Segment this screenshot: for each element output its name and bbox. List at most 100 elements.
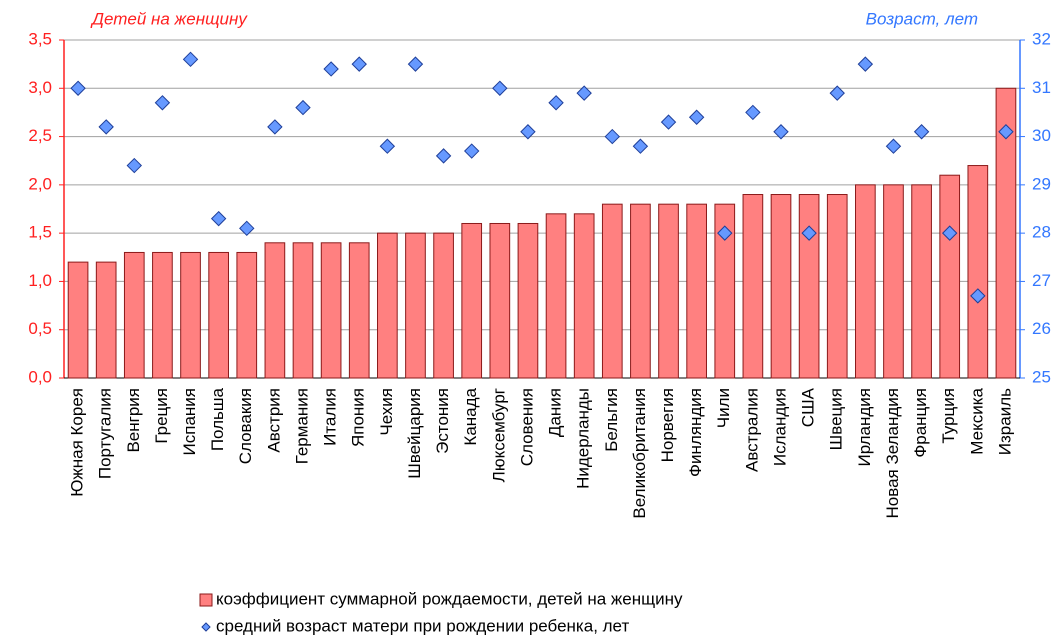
marker: [970, 288, 986, 304]
x-tick-label: Франция: [911, 388, 930, 458]
x-tick-label: Польша: [208, 387, 227, 451]
y2-tick-label: 32: [1032, 29, 1051, 48]
y-tick-label: 1,0: [28, 271, 52, 290]
x-tick-label: Словакия: [236, 388, 255, 464]
bar: [573, 213, 595, 379]
legend-swatch: [201, 622, 211, 632]
marker: [913, 124, 930, 140]
marker: [267, 119, 283, 135]
bar: [67, 261, 89, 379]
marker: [885, 138, 902, 154]
bar: [826, 194, 848, 379]
bar: [630, 203, 651, 379]
x-tick-label: Мексика: [967, 387, 986, 454]
y-tick-label: 1,5: [28, 223, 52, 242]
y-axis-title: Детей на женщину: [90, 9, 248, 28]
y-tick-label: 0,0: [28, 367, 52, 386]
x-tick-label: Люксембург: [489, 388, 508, 482]
bar: [292, 242, 314, 379]
bar: [967, 165, 989, 379]
marker: [126, 157, 143, 174]
x-tick-label: Италия: [321, 388, 340, 446]
marker: [548, 95, 564, 111]
x-tick-label: Чили: [714, 388, 733, 428]
y2-tick-label: 31: [1032, 78, 1051, 97]
marker: [688, 109, 705, 125]
bar: [658, 203, 679, 379]
x-tick-label: Финляндия: [686, 388, 705, 477]
x-tick-label: Швеция: [827, 388, 846, 450]
x-tick-label: Южная Корея: [68, 388, 87, 497]
bar: [123, 251, 145, 379]
bar: [714, 203, 736, 379]
x-tick-label: Исландия: [770, 388, 789, 466]
bar: [489, 222, 511, 379]
bar: [601, 203, 623, 379]
bar: [236, 251, 258, 379]
x-tick-label: Турция: [939, 388, 958, 444]
y2-tick-label: 25: [1032, 367, 1051, 386]
marker: [407, 56, 424, 72]
marker: [210, 210, 227, 227]
x-tick-label: Нидерланды: [574, 388, 593, 489]
bar: [180, 251, 201, 379]
bar: [798, 194, 820, 379]
y-tick-label: 0,5: [28, 319, 52, 338]
marker: [70, 80, 86, 96]
x-tick-label: Канада: [461, 387, 480, 445]
marker: [463, 143, 480, 159]
x-tick-label: Япония: [349, 388, 368, 447]
marker: [604, 128, 621, 145]
x-tick-label: Греция: [152, 388, 171, 444]
bar: [742, 194, 764, 379]
bar: [208, 251, 229, 379]
bar: [686, 203, 707, 379]
bar: [433, 232, 454, 379]
marker: [98, 119, 114, 135]
bar: [348, 242, 370, 379]
marker: [801, 225, 817, 241]
legend-label: коэффициент суммарной рождаемости, детей…: [216, 589, 683, 608]
marker: [520, 124, 536, 140]
bar: [995, 87, 1017, 379]
y2-tick-label: 30: [1032, 126, 1051, 145]
marker: [323, 61, 339, 77]
bar: [855, 184, 876, 379]
marker: [576, 85, 592, 101]
bar: [461, 222, 483, 379]
y-tick-label: 3,5: [28, 29, 52, 48]
x-tick-label: Испания: [180, 388, 199, 455]
bar: [517, 222, 539, 379]
marker: [492, 80, 508, 96]
marker: [379, 138, 396, 154]
x-tick-label: Эстония: [433, 388, 452, 454]
x-tick-label: Португалия: [96, 388, 115, 479]
marker: [239, 220, 255, 237]
y-tick-label: 2,5: [28, 126, 52, 145]
y2-tick-label: 28: [1032, 223, 1051, 242]
bar: [405, 232, 426, 379]
y2-tick-label: 29: [1032, 174, 1051, 193]
marker: [632, 138, 649, 154]
bar: [264, 242, 286, 379]
x-tick-label: Австралия: [742, 388, 761, 472]
bar: [770, 194, 792, 379]
y-tick-label: 3,0: [28, 78, 52, 97]
y2-tick-label: 26: [1032, 319, 1051, 338]
x-tick-label: Норвегия: [658, 388, 677, 462]
x-tick-label: Бельгия: [602, 388, 621, 452]
y2-axis-title: Возраст, лет: [866, 9, 978, 28]
marker: [295, 99, 311, 116]
bar: [95, 261, 117, 379]
marker: [773, 124, 789, 140]
y2-tick-label: 27: [1032, 271, 1051, 290]
x-tick-label: Словения: [517, 388, 536, 466]
marker: [182, 51, 199, 68]
marker: [351, 56, 367, 72]
x-tick-label: Чехия: [377, 388, 396, 436]
marker: [857, 56, 874, 72]
x-tick-label: Германия: [292, 388, 311, 464]
marker: [941, 225, 958, 241]
x-tick-label: Австрия: [264, 388, 283, 453]
x-tick-label: Дания: [546, 388, 565, 437]
